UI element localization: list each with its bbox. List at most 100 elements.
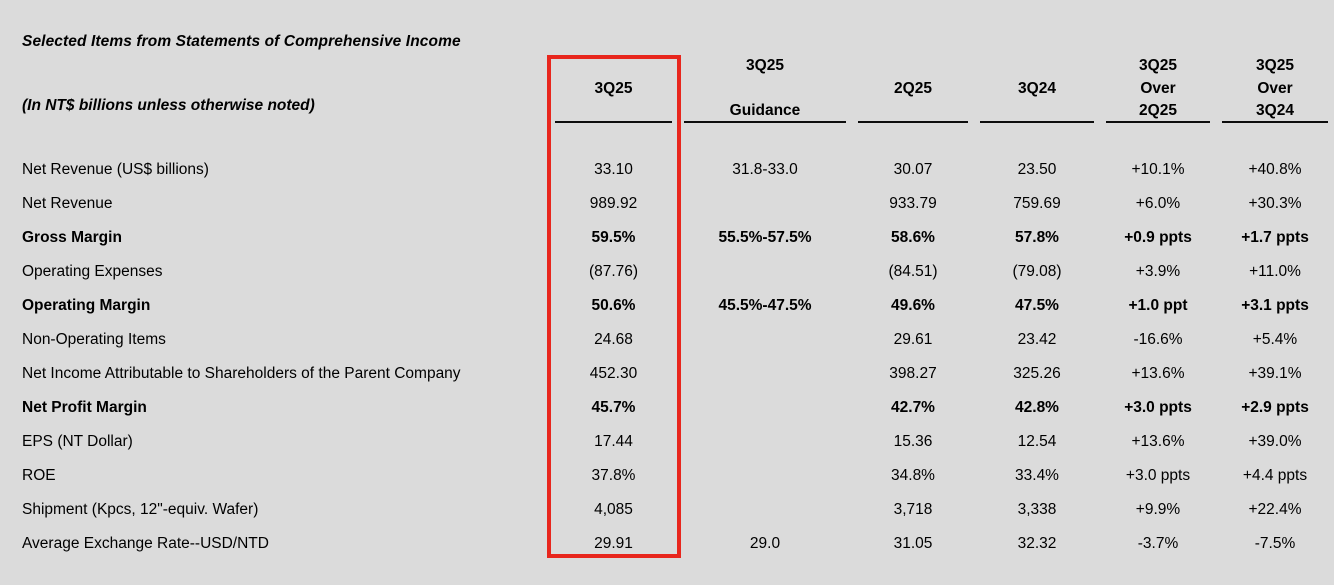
cell-3q25-guidance: 45.5%-47.5%	[718, 297, 812, 314]
cell-2q25: 31.05	[893, 535, 933, 552]
column-header-2q25: 2Q25	[852, 55, 974, 123]
cell-2q25: 398.27	[889, 365, 937, 382]
cell-3q25-over-2q25: +13.6%	[1131, 365, 1185, 382]
table-row: Gross Margin 59.5% 55.5%-57.5% 58.6% 57.8% +0…	[22, 221, 1334, 255]
cell-3q25-guidance	[678, 493, 852, 527]
column-header-line: Guidance	[729, 102, 801, 119]
table-row: Non-Operating Items 24.68 29.61 23.42 -16.6%…	[22, 323, 1334, 357]
cell-3q25-over-3q24: +39.0%	[1248, 433, 1302, 450]
cell-3q25-guidance	[678, 459, 852, 493]
cell-2q25: 58.6%	[891, 229, 935, 246]
column-underline	[858, 121, 968, 123]
cell-3q25-over-3q24: -7.5%	[1254, 535, 1296, 552]
table-row: Operating Margin 50.6% 45.5%-47.5% 49.6% 47.…	[22, 289, 1334, 323]
cell-3q24: (79.08)	[1012, 263, 1062, 280]
cell-3q25: 452.30	[589, 365, 638, 382]
table-row: Net Income Attributable to Shareholders …	[22, 357, 1334, 391]
cell-3q25-over-2q25: +0.9 ppts	[1124, 229, 1192, 246]
row-label: Gross Margin	[22, 229, 122, 246]
row-label: Shipment (Kpcs, 12"-equiv. Wafer)	[22, 501, 259, 518]
row-label: Operating Expenses	[22, 263, 163, 280]
column-header-line: 2Q25	[894, 79, 932, 97]
cell-3q25: 29.91	[594, 535, 633, 552]
cell-2q25: 3,718	[893, 501, 933, 518]
row-label: EPS (NT Dollar)	[22, 433, 133, 450]
cell-3q25-guidance	[678, 255, 852, 289]
cell-3q25: 45.7%	[591, 399, 636, 416]
cell-2q25: 29.61	[893, 331, 933, 348]
table-header-row: (In NT$ billions unless otherwise noted)…	[22, 55, 1334, 123]
cell-3q25-over-3q24: +2.9 ppts	[1241, 399, 1309, 416]
cell-3q25-over-3q24: +3.1 ppts	[1241, 297, 1309, 314]
cell-3q25: 59.5%	[591, 229, 636, 246]
table-row: Net Revenue 989.92 933.79 759.69 +6.0% +30.3%	[22, 187, 1334, 221]
table-row: Shipment (Kpcs, 12"-equiv. Wafer) 4,085 3,…	[22, 493, 1334, 527]
cell-3q25: 4,085	[594, 501, 633, 518]
cell-3q24: 42.8%	[1015, 399, 1059, 416]
column-header-3q25-over-2q25: 3Q25 Over 2Q25	[1100, 55, 1216, 123]
cell-3q25-over-3q24: +39.1%	[1248, 365, 1302, 382]
cell-3q24: 23.42	[1017, 331, 1057, 348]
column-header-line: 3Q24	[1018, 79, 1056, 97]
cell-3q25-guidance	[678, 187, 852, 221]
column-underline	[684, 121, 846, 123]
cell-3q25-guidance: 29.0	[749, 535, 781, 552]
cell-3q25-over-3q24: +22.4%	[1248, 501, 1302, 518]
cell-3q25-over-2q25: +13.6%	[1131, 433, 1185, 450]
row-label: Non-Operating Items	[22, 331, 166, 348]
cell-2q25: (84.51)	[888, 263, 938, 280]
column-underline	[1106, 121, 1210, 123]
cell-3q25: 24.68	[594, 331, 633, 348]
cell-3q25-over-3q24: +5.4%	[1252, 331, 1298, 348]
table-row: Average Exchange Rate--USD/NTD 29.91 29.0 3…	[22, 527, 1334, 561]
column-header-line: 2Q25	[1139, 102, 1177, 119]
column-header-line: 3Q25	[1139, 57, 1177, 74]
row-label: Net Profit Margin	[22, 399, 147, 416]
cell-2q25: 30.07	[893, 161, 933, 178]
table-row: Net Revenue (US$ billions) 33.10 31.8-33.0…	[22, 123, 1334, 187]
column-header-3q25-over-3q24: 3Q25 Over 3Q24	[1216, 55, 1334, 123]
cell-3q25-guidance	[678, 323, 852, 357]
table-row: ROE 37.8% 34.8% 33.4% +3.0 ppts +4.4 ppts	[22, 459, 1334, 493]
page-title: Selected Items from Statements of Compre…	[22, 33, 461, 50]
cell-2q25: 42.7%	[891, 399, 935, 416]
cell-3q24: 12.54	[1017, 433, 1057, 450]
cell-3q24: 32.32	[1017, 535, 1057, 552]
cell-3q24: 759.69	[1013, 195, 1061, 212]
column-header-line: Over	[1257, 79, 1293, 97]
column-header-line: 3Q24	[1256, 102, 1294, 119]
cell-3q24: 47.5%	[1015, 297, 1059, 314]
cell-3q25-over-3q24: +1.7 ppts	[1241, 229, 1309, 246]
column-header-3q25: 3Q25	[549, 55, 678, 123]
cell-3q25-over-3q24: +11.0%	[1249, 263, 1301, 280]
cell-3q25: 17.44	[594, 433, 633, 450]
cell-3q24: 57.8%	[1015, 229, 1059, 246]
cell-3q24: 23.50	[1017, 161, 1057, 178]
cell-3q24: 33.4%	[1015, 467, 1059, 484]
table-row: EPS (NT Dollar) 17.44 15.36 12.54 +13.6% +39.…	[22, 425, 1334, 459]
row-label: Net Income Attributable to Shareholders …	[22, 365, 461, 382]
cell-3q25-guidance	[678, 391, 852, 425]
cell-3q25-guidance: 31.8-33.0	[732, 161, 798, 178]
cell-3q25-over-2q25: +1.0 ppt	[1128, 297, 1188, 314]
cell-3q25: 33.10	[594, 161, 633, 178]
column-underline	[980, 121, 1094, 123]
cell-3q25-guidance	[678, 357, 852, 391]
row-label: Operating Margin	[22, 297, 151, 314]
row-label: Average Exchange Rate--USD/NTD	[22, 535, 269, 552]
column-header-3q25-guidance: 3Q25 Guidance	[678, 55, 852, 123]
cell-2q25: 15.36	[893, 433, 933, 450]
cell-2q25: 933.79	[889, 195, 937, 212]
cell-2q25: 49.6%	[891, 297, 935, 314]
cell-3q25-over-2q25: +3.0 ppts	[1124, 399, 1192, 416]
cell-3q24: 3,338	[1017, 501, 1057, 518]
cell-3q25-guidance: 55.5%-57.5%	[718, 229, 812, 246]
unit-note-cell: (In NT$ billions unless otherwise noted)	[22, 55, 549, 123]
table-row: Operating Expenses (87.76) (84.51) (79.08) +…	[22, 255, 1334, 289]
cell-2q25: 34.8%	[891, 467, 935, 484]
cell-3q25-over-2q25: +6.0%	[1135, 195, 1181, 212]
column-underline	[555, 121, 672, 123]
column-header-line: Over	[1140, 79, 1176, 97]
cell-3q25-over-2q25: +3.0 ppts	[1125, 467, 1191, 484]
